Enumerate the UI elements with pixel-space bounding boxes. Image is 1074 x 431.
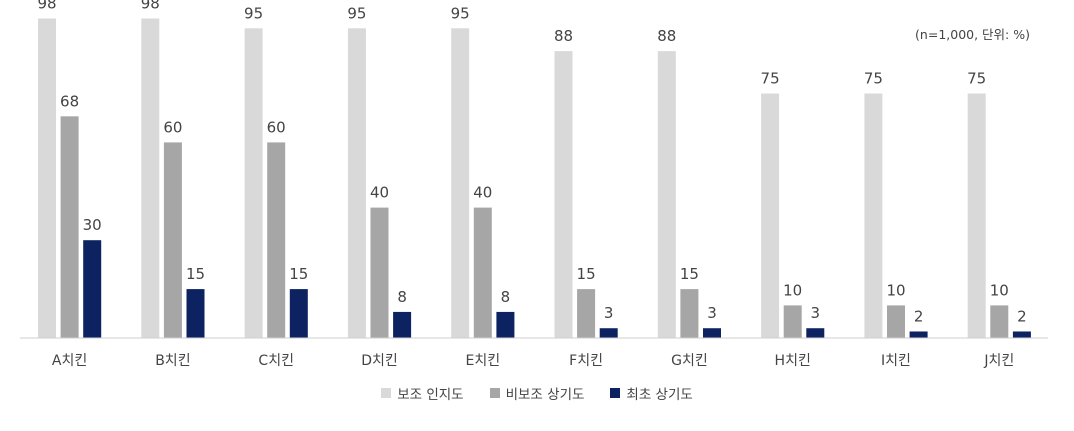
data-label-3-series-3: 15 [289,265,308,283]
legend-swatch-series-3 [610,388,621,398]
data-label-1-series-3: 30 [83,216,102,234]
bar-2-series-1 [141,18,160,339]
data-label-3-series-1: 95 [244,4,263,22]
x-tick-label-6: F치킨 [569,353,603,369]
data-label-6-series-2: 15 [577,265,596,283]
bar-2-series-2 [163,142,182,338]
x-tick-label-1: A치킨 [52,353,87,369]
bar-8-series-2 [783,305,802,338]
legend-item-series-3: 최초 상기도 [610,383,693,403]
x-tick-label-3: C치킨 [258,353,294,369]
data-label-4-series-2: 40 [370,184,389,202]
bar-5-series-1 [451,28,470,339]
bar-1-series-2 [60,116,79,338]
data-label-7-series-2: 15 [680,265,699,283]
bar-2-series-3 [186,289,205,338]
data-label-6-series-3: 3 [604,304,614,322]
bar-8-series-3 [806,328,825,338]
bar-9-series-3 [909,331,928,338]
data-label-6-series-1: 88 [554,27,573,45]
legend-item-series-1: 보조 인지도 [381,383,464,403]
data-label-1-series-1: 98 [37,0,56,13]
data-label-1-series-2: 68 [60,92,79,110]
data-label-4-series-1: 95 [347,4,366,22]
bar-7-series-1 [657,51,676,339]
legend-swatch-series-1 [381,388,392,398]
bar-4-series-1 [347,28,366,339]
bar-4-series-3 [393,311,412,338]
x-tick-label-7: G치킨 [671,353,708,369]
data-label-8-series-1: 75 [761,70,780,88]
data-label-8-series-2: 10 [783,281,802,299]
data-label-8-series-3: 3 [811,304,821,322]
data-label-4-series-3: 8 [397,288,407,306]
data-label-9-series-2: 10 [886,281,905,299]
data-label-10-series-3: 2 [1017,307,1027,325]
x-tick-label-8: H치킨 [775,353,811,369]
data-label-10-series-2: 10 [990,281,1009,299]
data-label-2-series-2: 60 [163,118,182,136]
bar-3-series-1 [244,28,263,339]
data-label-5-series-1: 95 [451,4,470,22]
sample-unit-note: (n=1,000, 단위: %) [915,27,1030,42]
legend-label-series-1: 보조 인지도 [397,387,464,403]
bar-4-series-2 [370,207,389,338]
data-label-3-series-2: 60 [267,118,286,136]
bar-1-series-1 [38,18,56,339]
data-labels-group: 9868309860159560159540895408881538815375… [37,0,1026,325]
bar-10-series-2 [990,305,1009,338]
legend: 보조 인지도 비보조 상기도 최초 상기도 [0,383,1074,403]
x-tick-labels-group: A치킨 B치킨 C치킨 D치킨 E치킨 F치킨 G치킨 H치킨 I치킨 J치킨 [52,353,1014,369]
data-label-5-series-3: 8 [501,288,511,306]
bar-7-series-2 [680,289,699,338]
bar-3-series-3 [289,289,308,338]
data-label-2-series-3: 15 [186,265,205,283]
bars-group [38,18,1031,339]
data-label-5-series-2: 40 [473,184,492,202]
x-tick-label-2: B치킨 [155,353,190,369]
bar-10-series-3 [1012,331,1031,338]
bar-6-series-2 [577,289,596,338]
x-tick-label-9: I치킨 [881,353,911,369]
bar-3-series-2 [267,142,286,338]
bar-10-series-1 [967,93,986,338]
legend-label-series-3: 최초 상기도 [626,387,693,403]
data-label-9-series-3: 2 [914,307,924,325]
bar-8-series-1 [761,93,780,338]
bar-9-series-1 [864,93,883,338]
bar-9-series-2 [887,305,905,338]
legend-label-series-2: 비보조 상기도 [505,387,585,403]
data-label-2-series-1: 98 [141,0,160,13]
x-tick-label-5: E치킨 [465,353,500,369]
bar-5-series-3 [496,311,515,338]
data-label-9-series-1: 75 [864,70,883,88]
legend-swatch-series-2 [489,388,500,398]
data-label-10-series-1: 75 [967,70,986,88]
legend-item-series-2: 비보조 상기도 [489,383,585,403]
bar-5-series-2 [473,207,492,338]
bar-1-series-3 [83,240,102,338]
data-label-7-series-1: 88 [657,27,676,45]
bar-7-series-3 [703,328,721,338]
data-label-7-series-3: 3 [707,304,717,322]
x-tick-label-10: J치킨 [983,353,1014,369]
bar-6-series-3 [599,328,618,338]
x-tick-label-4: D치킨 [361,353,398,369]
bar-6-series-1 [554,51,573,339]
